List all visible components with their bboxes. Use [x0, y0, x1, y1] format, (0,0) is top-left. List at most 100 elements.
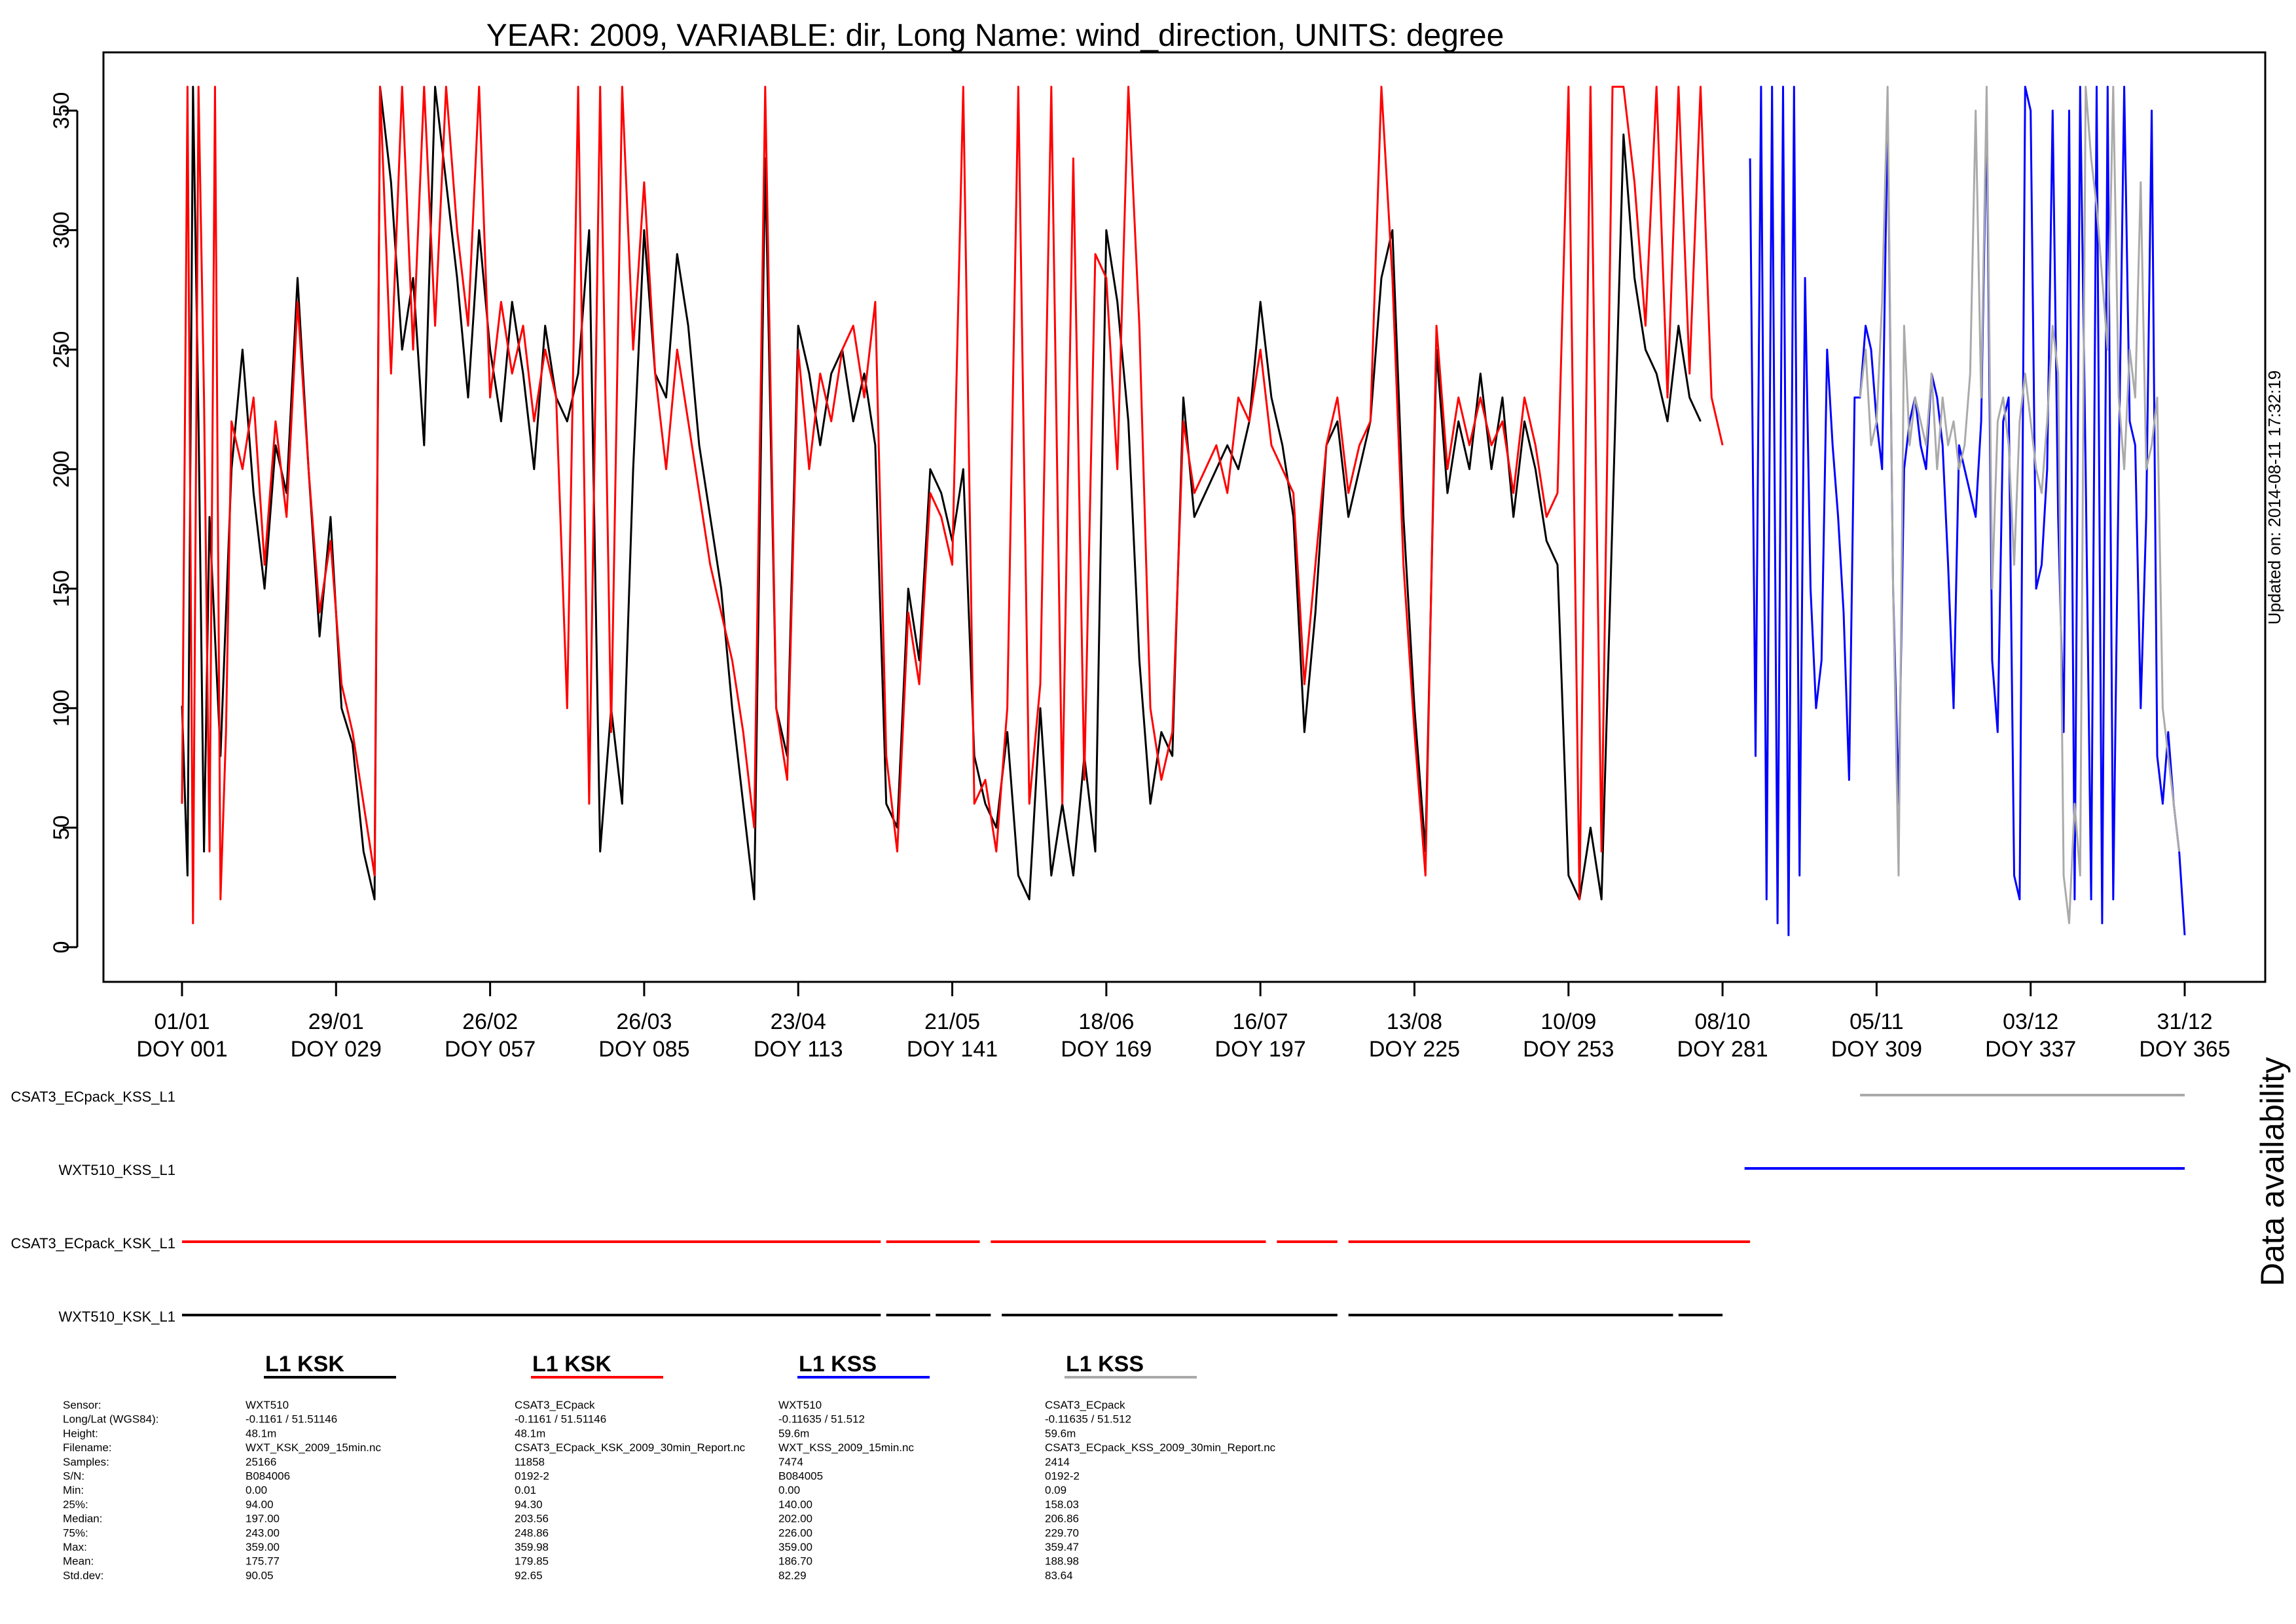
stats-cell: 48.1m — [515, 1427, 545, 1439]
stats-row-label: Filename: — [63, 1441, 112, 1454]
y-tick-label: 200 — [49, 450, 74, 488]
stats-row-label: S/N: — [63, 1470, 84, 1483]
stats-cell: 359.00 — [778, 1541, 812, 1553]
stats-cell: 7474 — [778, 1456, 803, 1468]
updated-note: Updated on: 2014-08-11 17:32:19 — [2265, 370, 2284, 624]
stats-cell: 0.00 — [246, 1484, 267, 1496]
stats-cell: -0.1161 / 51.51146 — [246, 1413, 337, 1426]
x-axis: 01/01 DOY 001 29/01 DOY 029 26/02 DOY 057 26/0… — [136, 981, 2231, 1062]
stats-column-heading: L1 KSK — [265, 1352, 344, 1377]
stats-row-label: 75%: — [63, 1526, 88, 1539]
y-tick-label: 250 — [49, 331, 74, 369]
stats-cell: 359.98 — [515, 1541, 549, 1553]
x-tick-date-label: 03/12 — [2003, 1009, 2058, 1034]
series-line-CSAT3_ECpack_KSS_L1 — [1859, 86, 2181, 924]
x-tick-date-label: 10/09 — [1540, 1009, 1596, 1034]
stats-cell: 0.01 — [515, 1484, 536, 1496]
stats-cell: CSAT3_ECpack — [515, 1399, 595, 1411]
stats-cell: 0.00 — [778, 1484, 800, 1496]
series-line-WXT510_KSS_L1 — [1749, 86, 2186, 937]
y-tick-label: 50 — [49, 816, 74, 840]
stats-cell: 158.03 — [1045, 1498, 1079, 1511]
stats-cell: 83.64 — [1045, 1569, 1073, 1581]
series-line-WXT510_KSK_L1 — [181, 86, 1702, 901]
stats-cell: 188.98 — [1045, 1555, 1079, 1568]
x-tick-doy-label: DOY 169 — [1061, 1037, 1152, 1062]
stats-row-label: Samples: — [63, 1456, 109, 1468]
stats-row-label: Sensor: — [63, 1399, 101, 1411]
x-tick-date-label: 21/05 — [924, 1009, 980, 1034]
stats-cell: 175.77 — [246, 1555, 280, 1568]
stats-cell: B084005 — [778, 1470, 823, 1483]
x-tick-doy-label: DOY 029 — [291, 1037, 382, 1062]
stats-cell: 92.65 — [515, 1569, 543, 1581]
stats-cell: 0.09 — [1045, 1484, 1066, 1496]
stats-row-label: Long/Lat (WGS84): — [63, 1413, 158, 1426]
stats-column-heading: L1 KSS — [1066, 1352, 1144, 1377]
availability-label: WXT510_KSS_L1 — [58, 1162, 175, 1178]
y-tick-label: 100 — [49, 689, 74, 727]
stats-cell: 229.70 — [1045, 1526, 1079, 1539]
stats-row-label: Min: — [63, 1484, 84, 1496]
availability-label: WXT510_KSK_L1 — [58, 1308, 175, 1325]
stats-cell: WXT_KSK_2009_15min.nc — [246, 1441, 381, 1454]
stats-cell: WXT_KSS_2009_15min.nc — [778, 1441, 914, 1454]
stats-column-heading: L1 KSS — [799, 1352, 877, 1377]
statistics-table: Sensor: Long/Lat (WGS84):Height: Filename:… — [63, 1352, 1276, 1581]
y-axis: 0 50 100 150 200 250 300 350 — [49, 92, 79, 954]
x-tick-doy-label: DOY 281 — [1677, 1037, 1768, 1062]
stats-cell: CSAT3_ECpack — [1045, 1399, 1125, 1411]
stats-cell: 25166 — [246, 1456, 276, 1468]
stats-cell: 197.00 — [246, 1513, 280, 1525]
stats-cell: -0.11635 / 51.512 — [1045, 1413, 1131, 1426]
x-tick-doy-label: DOY 197 — [1215, 1037, 1306, 1062]
x-tick-doy-label: DOY 225 — [1369, 1037, 1460, 1062]
x-tick-doy-label: DOY 113 — [754, 1037, 843, 1062]
stats-cell: CSAT3_ECpack_KSS_2009_30min_Report.nc — [1045, 1441, 1276, 1454]
stats-cell: 202.00 — [778, 1513, 812, 1525]
stats-cell: CSAT3_ECpack_KSK_2009_30min_Report.nc — [515, 1441, 746, 1454]
chart-title: YEAR: 2009, VARIABLE: dir, Long Name: wi… — [486, 18, 1504, 53]
data-availability-panel: CSAT3_ECpack_KSS_L1 WXT510_KSS_L1 CSAT3_EC… — [10, 1089, 2185, 1325]
x-tick-date-label: 05/11 — [1850, 1009, 1904, 1034]
stats-cell: 11858 — [515, 1456, 545, 1468]
stats-cell: -0.11635 / 51.512 — [778, 1413, 865, 1426]
x-tick-date-label: 31/12 — [2157, 1009, 2212, 1034]
plot-frame — [102, 51, 2267, 983]
stats-cell: 179.85 — [515, 1555, 549, 1568]
plot-area — [102, 51, 2267, 983]
availability-label: CSAT3_ECpack_KSK_L1 — [10, 1235, 175, 1252]
stats-cell: 203.56 — [515, 1513, 549, 1525]
y-tick-label: 350 — [49, 92, 74, 130]
y-tick-label: 0 — [49, 941, 74, 954]
stats-cell: -0.1161 / 51.51146 — [515, 1413, 606, 1426]
stats-cell: B084006 — [246, 1470, 290, 1483]
stats-cell: WXT510 — [246, 1399, 289, 1411]
stats-cell: 206.86 — [1045, 1513, 1079, 1525]
x-tick-date-label: 13/08 — [1387, 1009, 1442, 1034]
stats-row-label: Max: — [63, 1541, 87, 1553]
stats-row-label: Mean: — [63, 1555, 94, 1568]
x-tick-doy-label: DOY 337 — [1985, 1037, 2076, 1062]
stats-column-heading: L1 KSK — [532, 1352, 611, 1377]
series-layer — [181, 86, 2186, 937]
stats-cell: 186.70 — [778, 1555, 812, 1568]
stats-cell: 359.00 — [246, 1541, 280, 1553]
series-line-CSAT3_ECpack_KSK_L1 — [181, 86, 1724, 924]
stats-cell: 59.6m — [1045, 1427, 1076, 1439]
x-tick-date-label: 01/01 — [154, 1009, 210, 1034]
x-tick-doy-label: DOY 365 — [2139, 1037, 2230, 1062]
x-tick-doy-label: DOY 253 — [1523, 1037, 1614, 1062]
x-tick-date-label: 29/01 — [308, 1009, 364, 1034]
stats-cell: 140.00 — [778, 1498, 812, 1511]
stats-cell: 2414 — [1045, 1456, 1070, 1468]
stats-cell: 94.30 — [515, 1498, 543, 1511]
stats-cell: 359.47 — [1045, 1541, 1079, 1553]
x-tick-date-label: 16/07 — [1233, 1009, 1288, 1034]
stats-cell: 59.6m — [778, 1427, 809, 1439]
x-tick-date-label: 26/02 — [462, 1009, 518, 1034]
stats-cell: 0192-2 — [515, 1470, 549, 1483]
stats-row-label: Median: — [63, 1513, 102, 1525]
stats-cell: 0192-2 — [1045, 1470, 1080, 1483]
availability-title: Data availability — [2254, 1057, 2291, 1286]
